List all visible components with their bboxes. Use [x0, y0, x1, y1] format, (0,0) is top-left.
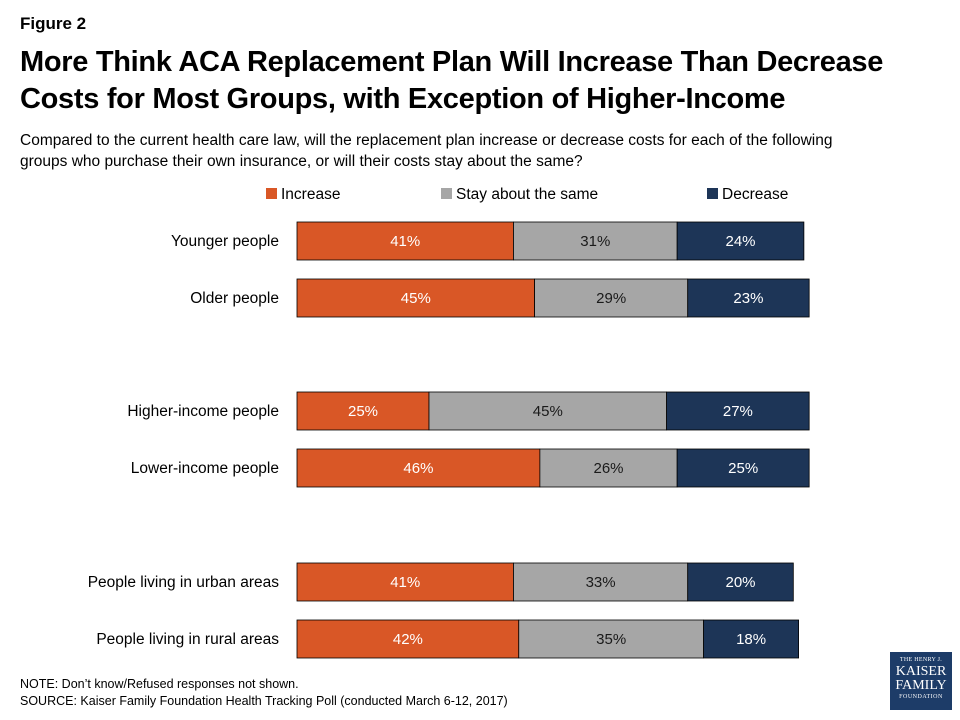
- logo-line-3: FAMILY: [895, 678, 947, 693]
- bar-segment: [513, 221, 678, 261]
- data-label: 42%: [393, 631, 423, 648]
- bar-segment: [296, 221, 514, 261]
- data-label: 41%: [390, 574, 420, 591]
- legend-swatch-1: [266, 188, 277, 199]
- bar-segment: [687, 562, 794, 602]
- data-label: 24%: [726, 233, 756, 250]
- legend-label-2: Stay about the same: [456, 186, 598, 203]
- data-label: 26%: [594, 460, 624, 477]
- data-label: 35%: [596, 631, 626, 648]
- bar-segment: [539, 448, 678, 488]
- data-label: 45%: [401, 290, 431, 307]
- data-label: 29%: [596, 290, 626, 307]
- chart-title: More Think ACA Replacement Plan Will Inc…: [20, 44, 950, 118]
- bar-segment: [296, 619, 520, 659]
- data-label: 25%: [348, 403, 378, 420]
- legend-label-1: Increase: [281, 186, 340, 203]
- bar-segment: [676, 448, 810, 488]
- source-text: SOURCE: Kaiser Family Foundation Health …: [20, 694, 508, 708]
- chart-title-line-1: More Think ACA Replacement Plan Will Inc…: [20, 46, 884, 78]
- category-label: Lower-income people: [131, 460, 279, 477]
- note-text: NOTE: Don’t know/Refused responses not s…: [20, 677, 299, 691]
- bar-segment: [296, 562, 514, 602]
- data-label: 46%: [403, 460, 433, 477]
- bar-segment: [296, 278, 536, 318]
- logo-line-2: KAISER: [895, 664, 947, 679]
- data-label: 45%: [533, 403, 563, 420]
- category-label: People living in rural areas: [96, 631, 279, 648]
- data-label: 25%: [728, 460, 758, 477]
- logo-line-4: FOUNDATION: [899, 694, 943, 700]
- chart-subtitle: Compared to the current health care law,…: [20, 130, 950, 172]
- logo-line-1: THE HENRY J.: [899, 657, 943, 663]
- data-label: 27%: [723, 403, 753, 420]
- kff-logo: THE HENRY J. KAISER FAMILY FOUNDATION: [890, 652, 952, 710]
- bar-segment: [296, 391, 430, 431]
- data-label: 18%: [736, 631, 766, 648]
- category-label: People living in urban areas: [88, 574, 280, 591]
- legend-swatch-3: [707, 188, 718, 199]
- bar-segment: [534, 278, 689, 318]
- footnote: NOTE: Don’t know/Refused responses not s…: [20, 676, 508, 710]
- bar-segment: [513, 562, 689, 602]
- category-label: Younger people: [171, 233, 279, 250]
- chart-subtitle-line-2: groups who purchase their own insurance,…: [20, 153, 583, 170]
- data-label: 23%: [733, 290, 763, 307]
- data-label: 20%: [726, 574, 756, 591]
- data-label: 41%: [390, 233, 420, 250]
- category-label: Higher-income people: [127, 403, 279, 420]
- bar-segment: [687, 278, 810, 318]
- bar-segment: [666, 391, 810, 431]
- bar-segment: [296, 448, 541, 488]
- legend-swatch-2: [441, 188, 452, 199]
- bar-segment: [518, 619, 704, 659]
- bar-segment: [703, 619, 799, 659]
- category-label: Older people: [190, 290, 279, 307]
- legend-label-3: Decrease: [722, 186, 788, 203]
- bar-segment: [676, 221, 805, 261]
- data-label: 33%: [586, 574, 616, 591]
- figure-label: Figure 2: [20, 14, 87, 33]
- data-label: 31%: [580, 233, 610, 250]
- chart-title-line-2: Costs for Most Groups, with Exception of…: [20, 83, 786, 115]
- chart-subtitle-line-1: Compared to the current health care law,…: [20, 132, 833, 149]
